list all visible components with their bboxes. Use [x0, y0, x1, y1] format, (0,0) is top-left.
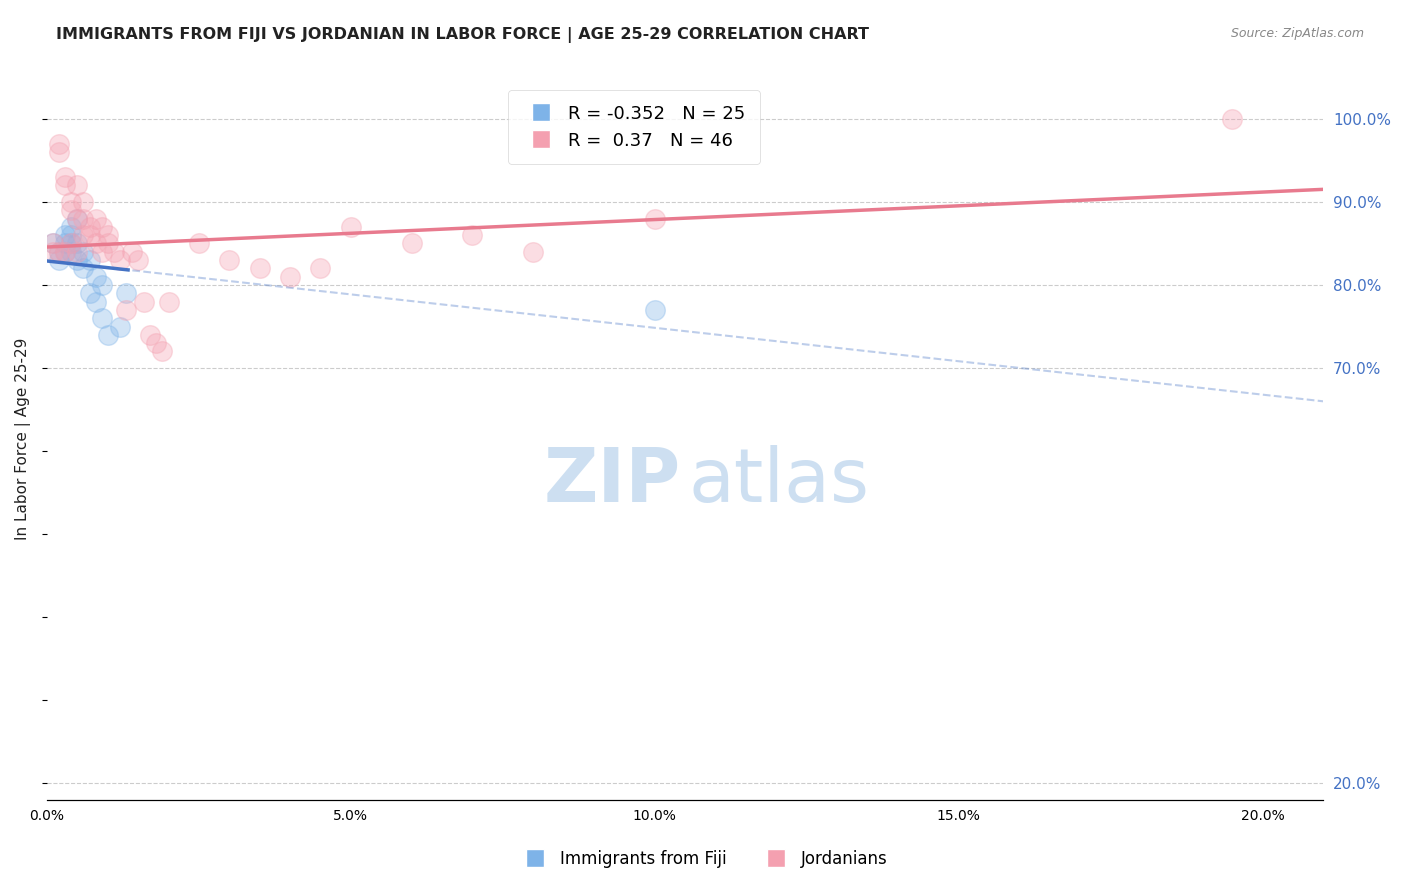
Point — [48, 145, 70, 160]
Point — [53, 244, 76, 259]
Point — [53, 244, 76, 259]
Point — [66, 236, 89, 251]
Point — [79, 253, 101, 268]
Point — [249, 261, 271, 276]
Text: IMMIGRANTS FROM FIJI VS JORDANIAN IN LABOR FORCE | AGE 25-29 CORRELATION CHART: IMMIGRANTS FROM FIJI VS JORDANIAN IN LAB… — [56, 27, 869, 43]
Point — [79, 286, 101, 301]
Point — [66, 244, 89, 259]
Point — [53, 228, 76, 243]
Point — [108, 253, 131, 268]
Point — [139, 327, 162, 342]
Point — [66, 211, 89, 226]
Point — [90, 311, 112, 326]
Point — [461, 228, 484, 243]
Point — [48, 136, 70, 151]
Point — [60, 219, 83, 234]
Point — [60, 228, 83, 243]
Point — [187, 236, 209, 251]
Y-axis label: In Labor Force | Age 25-29: In Labor Force | Age 25-29 — [15, 337, 31, 540]
Point — [121, 244, 143, 259]
Point — [60, 244, 83, 259]
Point — [103, 244, 125, 259]
Point — [84, 269, 107, 284]
Point — [84, 236, 107, 251]
Point — [644, 302, 666, 317]
Point — [66, 211, 89, 226]
Point — [48, 244, 70, 259]
Point — [108, 319, 131, 334]
Point — [90, 219, 112, 234]
Point — [72, 194, 94, 209]
Point — [522, 244, 544, 259]
Point — [79, 219, 101, 234]
Text: ZIP: ZIP — [544, 445, 682, 518]
Point — [90, 278, 112, 293]
Point — [66, 253, 89, 268]
Point — [48, 253, 70, 268]
Point — [157, 294, 180, 309]
Point — [218, 253, 240, 268]
Text: Source: ZipAtlas.com: Source: ZipAtlas.com — [1230, 27, 1364, 40]
Point — [115, 302, 138, 317]
Point — [134, 294, 156, 309]
Point — [72, 244, 94, 259]
Point — [72, 261, 94, 276]
Point — [42, 236, 65, 251]
Point — [97, 228, 120, 243]
Point — [53, 236, 76, 251]
Point — [42, 236, 65, 251]
Point — [152, 344, 174, 359]
Point — [60, 236, 83, 251]
Point — [401, 236, 423, 251]
Legend: Immigrants from Fiji, Jordanians: Immigrants from Fiji, Jordanians — [512, 844, 894, 875]
Point — [309, 261, 332, 276]
Point — [644, 211, 666, 226]
Point — [278, 269, 301, 284]
Text: atlas: atlas — [689, 445, 870, 518]
Point — [72, 211, 94, 226]
Point — [1220, 112, 1243, 126]
Point — [97, 327, 120, 342]
Point — [60, 203, 83, 218]
Point — [72, 228, 94, 243]
Point — [145, 336, 167, 351]
Legend: R = -0.352   N = 25, R =  0.37   N = 46: R = -0.352 N = 25, R = 0.37 N = 46 — [509, 90, 759, 164]
Point — [90, 244, 112, 259]
Point — [84, 211, 107, 226]
Point — [60, 236, 83, 251]
Point — [127, 253, 149, 268]
Point — [53, 178, 76, 193]
Point — [42, 244, 65, 259]
Point — [84, 294, 107, 309]
Point — [66, 178, 89, 193]
Point — [60, 194, 83, 209]
Point — [115, 286, 138, 301]
Point — [53, 170, 76, 185]
Point — [79, 228, 101, 243]
Point — [97, 236, 120, 251]
Point — [48, 244, 70, 259]
Point — [340, 219, 363, 234]
